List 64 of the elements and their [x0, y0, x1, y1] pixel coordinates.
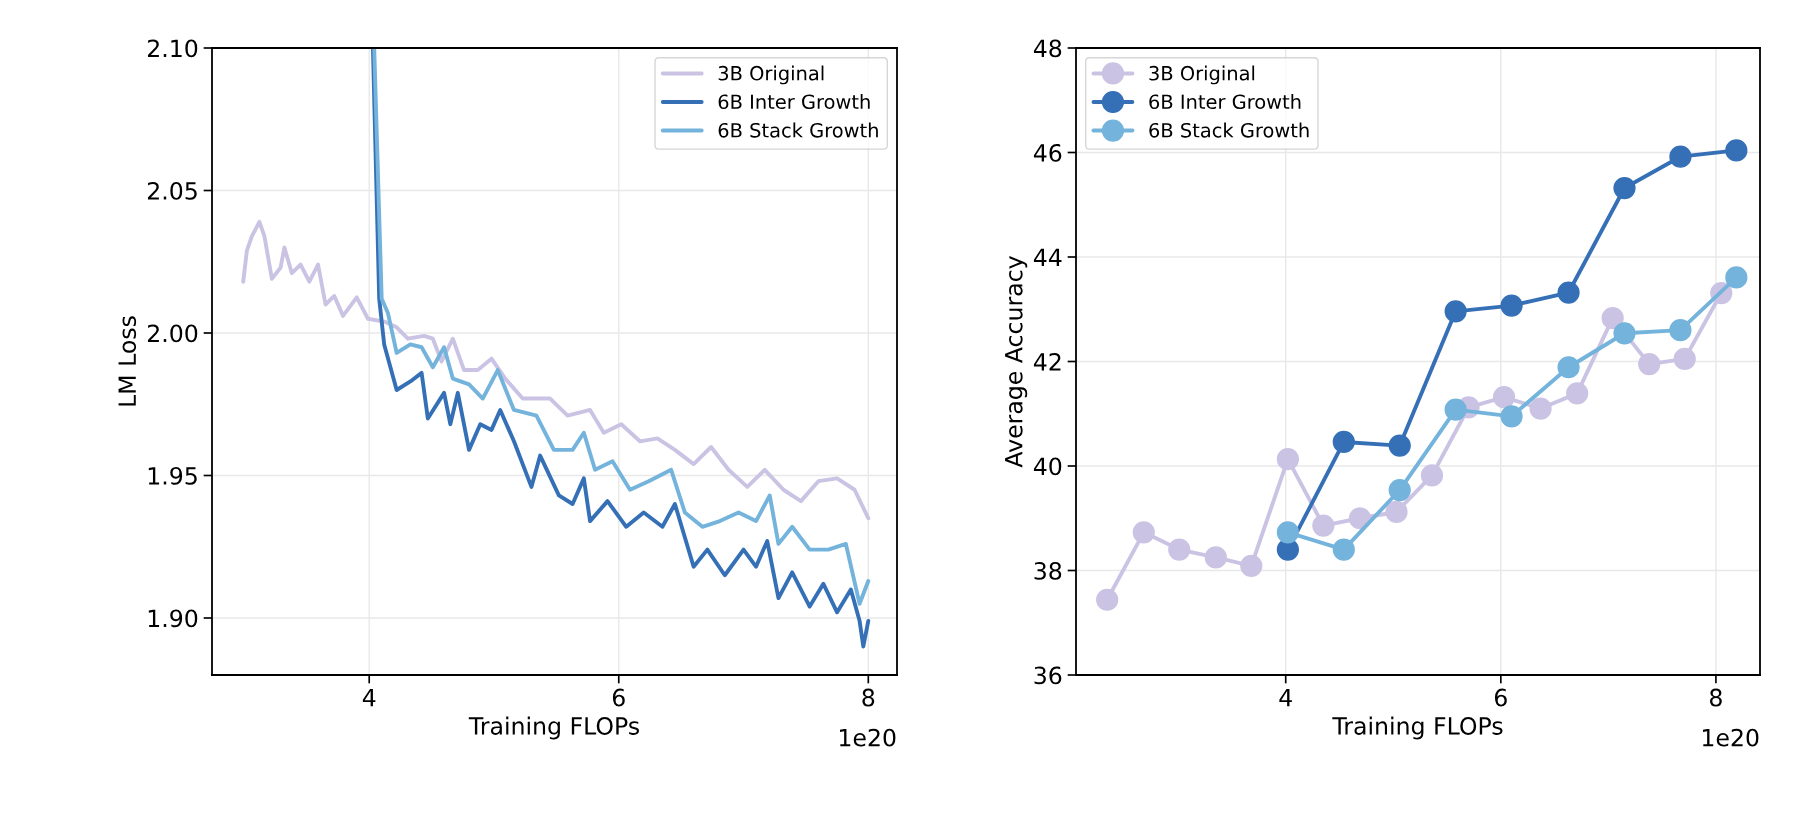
point	[1566, 382, 1589, 405]
point	[1613, 322, 1636, 345]
x-axis-title: Training FLOPs	[468, 716, 639, 740]
y-tick-label: 2.10	[147, 39, 198, 58]
point	[1669, 319, 1692, 342]
point	[1332, 538, 1355, 561]
y-tick-label: 1.90	[148, 609, 198, 628]
point	[1132, 521, 1155, 544]
line-series	[241, 219, 871, 521]
legend-label: 3B Original	[718, 65, 824, 85]
y-tick-label: 48	[1033, 39, 1062, 58]
point	[1204, 546, 1227, 569]
point	[1500, 405, 1523, 428]
x-tick-label: 4	[362, 688, 376, 707]
y-tick-label: 36	[1034, 666, 1062, 685]
text: 1e20	[1703, 728, 1759, 747]
x-axis-title: Training FLOPs	[1332, 716, 1503, 740]
y-tick-label: 2.05	[147, 181, 197, 200]
point	[1332, 430, 1355, 454]
point	[1492, 385, 1516, 409]
y-tick-label: 1.95	[148, 466, 197, 485]
point	[1385, 500, 1408, 524]
y-tick-label: 46	[1033, 143, 1062, 162]
y-tick-label: 42	[1033, 352, 1061, 371]
legend-label: 6B Stack Growth	[718, 122, 878, 138]
text: 1e20	[840, 728, 896, 747]
point	[1420, 464, 1444, 487]
point	[1638, 353, 1661, 376]
point	[1388, 434, 1411, 457]
y-tick-label: 44	[1033, 248, 1062, 266]
point	[1601, 307, 1624, 330]
point	[1240, 554, 1263, 577]
x-tick-label: 8	[1710, 688, 1722, 707]
point	[1096, 588, 1119, 611]
point	[1500, 294, 1523, 317]
x-tick-label: 6	[612, 688, 625, 707]
x-tick-label: 6	[1494, 688, 1507, 707]
point	[1725, 139, 1748, 162]
x-tick-label: 8	[862, 688, 875, 707]
y-axis-title: LM Loss	[118, 316, 137, 406]
y-tick-label: 40	[1033, 457, 1062, 476]
point	[1348, 507, 1372, 530]
y-tick-label: 38	[1034, 561, 1062, 580]
point	[1557, 356, 1580, 379]
point	[1613, 176, 1636, 200]
point	[1669, 145, 1692, 168]
legend-label: 3B Original	[1149, 65, 1255, 85]
point	[1444, 398, 1467, 421]
point	[1276, 448, 1299, 471]
legend-label: 6B Stack Growth	[1149, 122, 1309, 138]
point	[1444, 300, 1467, 323]
y-axis-title: Average Accuracy	[1005, 256, 1028, 468]
point	[1673, 347, 1696, 370]
point	[1725, 266, 1748, 289]
point	[1557, 281, 1580, 304]
legend-label: 6B Inter Growth	[718, 94, 870, 110]
point	[1168, 538, 1191, 561]
point	[1276, 521, 1299, 544]
legend-label: 6B Inter Growth	[1149, 94, 1301, 110]
point	[1312, 514, 1335, 537]
y-tick-label: 2.00	[147, 324, 198, 343]
point	[1529, 397, 1552, 420]
x-tick-label: 4	[1279, 688, 1292, 707]
point	[1388, 478, 1411, 502]
